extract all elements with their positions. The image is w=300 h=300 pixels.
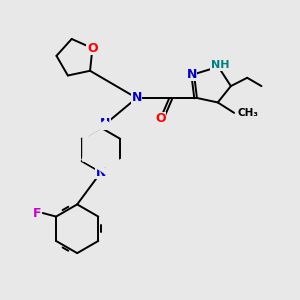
Text: NH: NH	[211, 60, 229, 70]
Text: N: N	[100, 117, 111, 130]
Text: O: O	[87, 42, 98, 55]
Text: F: F	[33, 206, 42, 220]
Text: N: N	[96, 166, 106, 179]
Text: CH₃: CH₃	[238, 108, 259, 118]
Text: N: N	[186, 68, 197, 81]
Text: O: O	[155, 112, 166, 125]
Text: N: N	[131, 92, 142, 104]
